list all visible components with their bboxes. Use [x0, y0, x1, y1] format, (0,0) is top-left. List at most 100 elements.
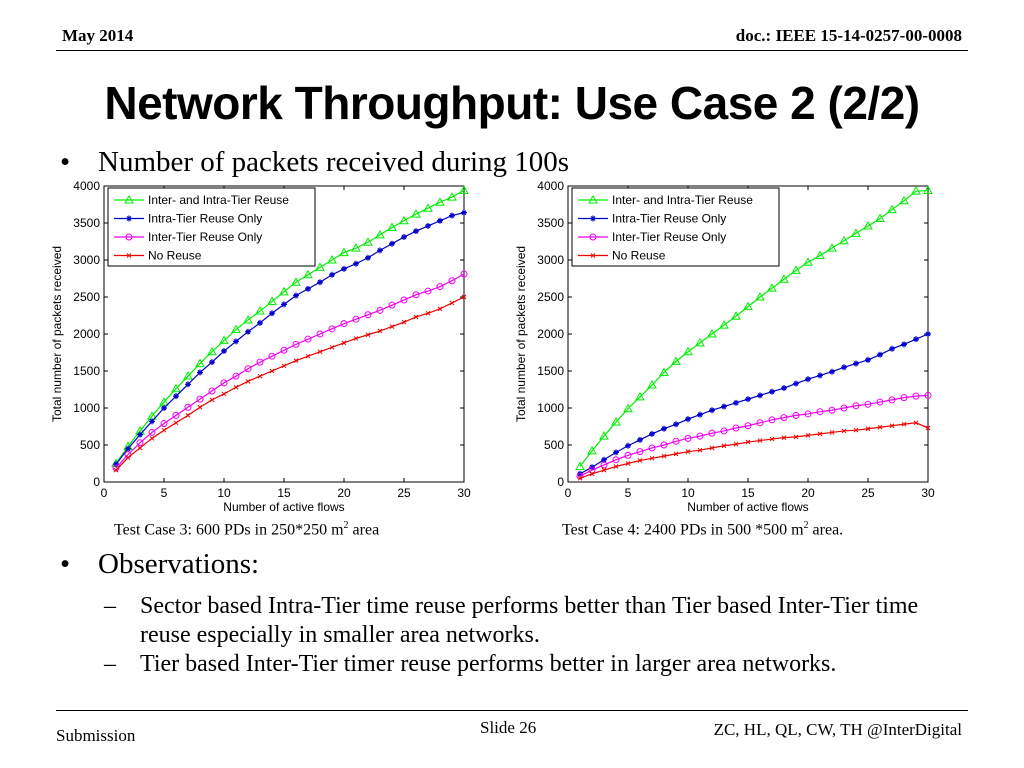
legend-entry: Inter-Tier Reuse Only [148, 230, 262, 244]
series-2 [112, 270, 468, 472]
x-tick-label: 0 [565, 486, 572, 500]
caption-text: Test Case 4: 2400 PDs in 500 *500 m [562, 521, 804, 539]
data-point [577, 470, 583, 477]
data-point [437, 217, 443, 224]
data-point [245, 328, 251, 335]
data-point [448, 277, 456, 285]
data-point [863, 220, 873, 230]
observation-2: – Tier based Inter-Tier timer reuse perf… [104, 650, 984, 708]
series-1 [113, 209, 467, 468]
data-point [887, 204, 897, 214]
data-point [889, 345, 895, 352]
data-point [303, 269, 313, 279]
data-point [269, 310, 275, 317]
data-point [709, 407, 715, 414]
data-point [697, 447, 703, 453]
data-point [733, 399, 739, 406]
legend-marker [590, 253, 596, 258]
data-point [793, 380, 799, 387]
data-point [743, 301, 753, 311]
data-point [673, 421, 679, 428]
data-point [900, 394, 908, 402]
x-tick-label: 5 [161, 486, 168, 500]
data-point [733, 441, 739, 447]
data-point [196, 395, 204, 403]
data-point [720, 427, 728, 435]
data-point [305, 353, 311, 359]
data-point [769, 388, 775, 395]
series-line [115, 296, 465, 471]
y-tick-label: 4000 [537, 179, 564, 193]
legend-entry: Inter-Tier Reuse Only [612, 230, 726, 244]
x-tick-label: 30 [457, 486, 471, 500]
data-point [449, 300, 455, 306]
data-point [315, 262, 325, 271]
bullet-observations: • Observations: [60, 548, 460, 582]
data-point [683, 346, 693, 356]
data-point [267, 296, 277, 305]
data-point [424, 287, 432, 295]
data-point [377, 328, 383, 334]
data-point [399, 215, 409, 225]
data-point [695, 337, 705, 347]
data-point [161, 427, 167, 433]
y-tick-label: 0 [557, 475, 564, 489]
data-point [647, 380, 657, 389]
data-point [925, 331, 931, 337]
x-tick-label: 20 [801, 486, 815, 500]
data-point [341, 265, 347, 272]
series-3 [577, 420, 931, 481]
data-point [841, 428, 847, 434]
data-point [449, 212, 455, 219]
y-tick-label: 3000 [537, 253, 564, 267]
observation-1: – Sector based Intra-Tier time reuse per… [104, 592, 984, 650]
data-point [461, 294, 467, 300]
data-point [423, 203, 433, 212]
data-point [913, 336, 919, 343]
legend-marker [126, 253, 132, 258]
data-point [351, 243, 361, 252]
data-point [317, 349, 323, 355]
data-point [851, 228, 861, 237]
data-point [208, 387, 216, 395]
data-point [197, 369, 203, 376]
data-point [257, 319, 263, 326]
x-tick-label: 30 [921, 486, 935, 500]
data-point [137, 445, 143, 451]
data-point [924, 391, 932, 399]
data-point [625, 461, 631, 466]
x-axis-label: Number of active flows [687, 500, 808, 514]
data-point [577, 475, 583, 481]
data-point [599, 431, 609, 440]
y-tick-label: 0 [93, 475, 100, 489]
data-point [293, 358, 299, 363]
data-point [232, 372, 240, 380]
footer-submission: Submission [56, 726, 136, 745]
legend-entry: Intra-Tier Reuse Only [148, 212, 262, 226]
legend-marker [588, 194, 598, 204]
data-point [659, 367, 669, 376]
data-point [911, 186, 921, 195]
data-point [827, 243, 837, 252]
data-point [148, 428, 156, 436]
data-point [136, 439, 144, 447]
data-point [293, 292, 299, 299]
data-point [661, 425, 667, 432]
data-point [853, 427, 859, 433]
data-point [413, 314, 419, 320]
data-point [817, 372, 823, 379]
data-point [755, 291, 765, 301]
legend-marker [126, 215, 132, 222]
data-point [697, 411, 703, 418]
data-point [745, 439, 751, 445]
data-point [125, 455, 131, 460]
data-point [268, 352, 276, 360]
data-point [353, 260, 359, 267]
data-point [400, 296, 408, 304]
data-point [233, 384, 239, 390]
data-point [685, 449, 691, 455]
legend-marker [590, 215, 596, 222]
data-point [316, 330, 324, 338]
data-point [364, 311, 372, 319]
data-point [829, 368, 835, 375]
